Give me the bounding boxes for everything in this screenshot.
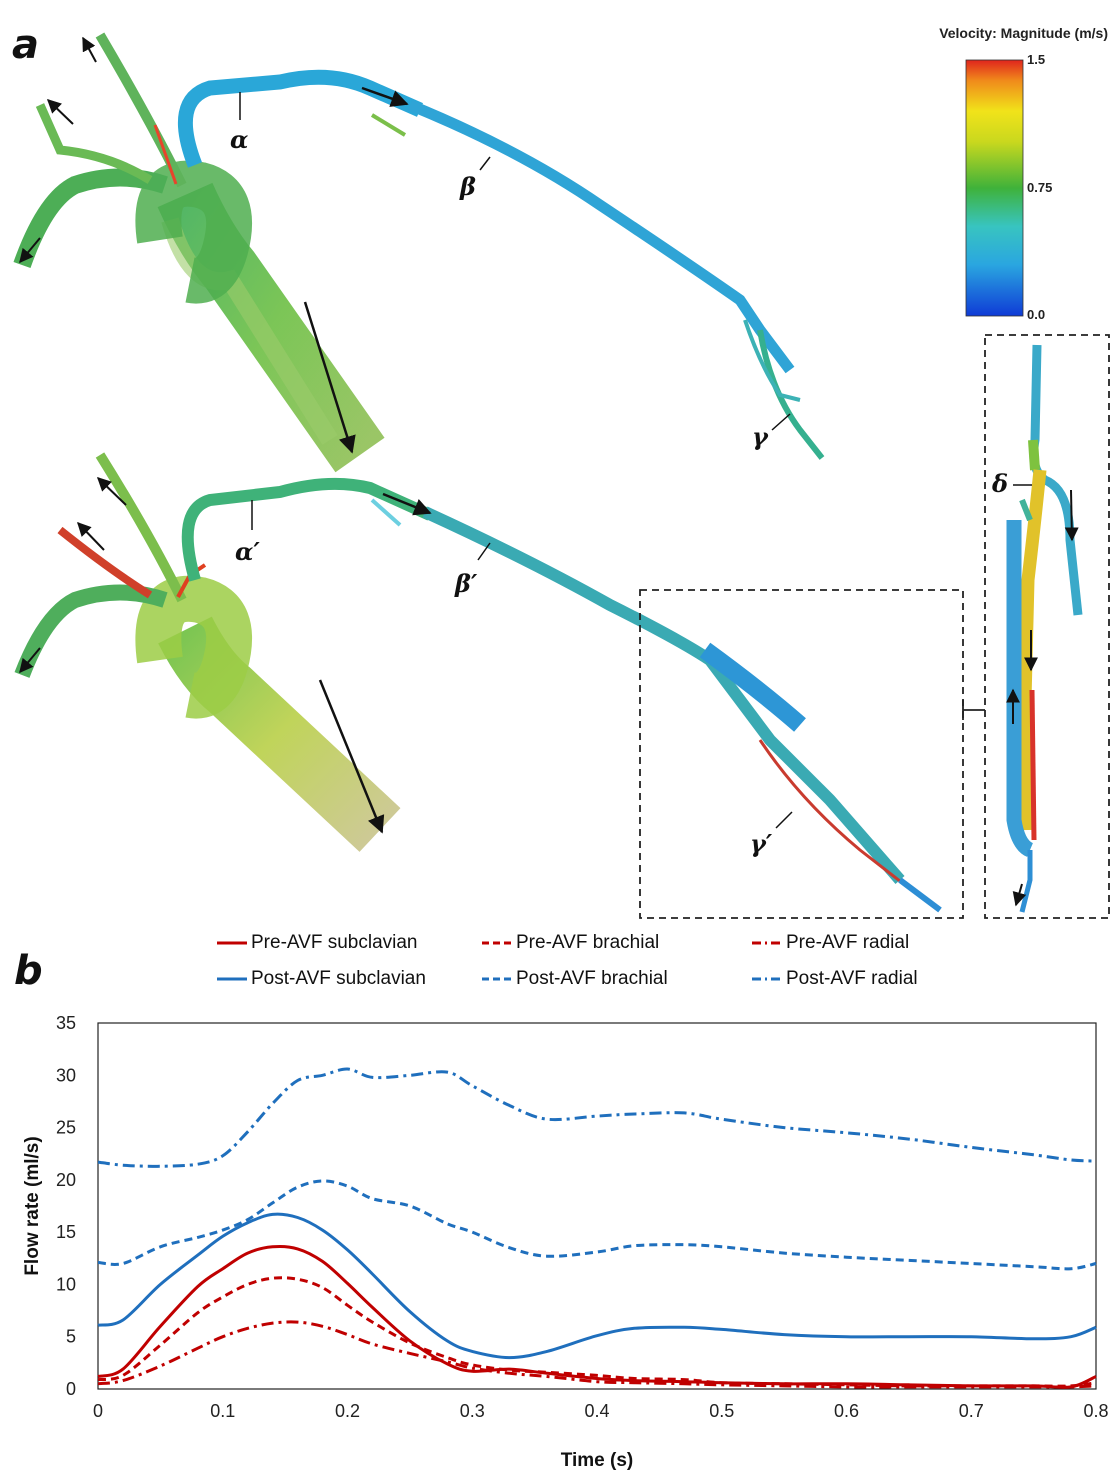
x-tick-label: 0.5 xyxy=(709,1401,734,1421)
y-tick-label: 10 xyxy=(56,1274,76,1294)
inset-arrow-4 xyxy=(1012,883,1027,907)
legend-label: Pre-AVF radial xyxy=(786,932,910,953)
legend-item-post-subclavian: Post-AVF subclavian xyxy=(215,968,426,990)
x-tick-label: 0.1 xyxy=(210,1401,235,1421)
x-tick-label: 0 xyxy=(93,1401,103,1421)
legend-swatch-dashdot xyxy=(752,941,782,945)
label-alpha: α xyxy=(230,125,248,154)
post-flow-arrow-left xyxy=(19,647,41,674)
y-tick-label: 20 xyxy=(56,1170,76,1190)
pre-flow-arrow-branch xyxy=(46,99,74,125)
x-tick-label: 0.2 xyxy=(335,1401,360,1421)
y-tick-label: 30 xyxy=(56,1065,76,1085)
legend-item-pre-brachial: Pre-AVF brachial xyxy=(480,932,659,954)
x-tick-label: 0.7 xyxy=(959,1401,984,1421)
pre-flow-arrow-subclavian xyxy=(361,86,409,107)
colorbar-mid-label: 0.75 xyxy=(1027,180,1052,195)
legend-swatch-dashed xyxy=(482,941,512,945)
y-tick-label: 5 xyxy=(66,1327,76,1347)
legend-label: Pre-AVF subclavian xyxy=(251,932,418,953)
x-tick-label: 0.3 xyxy=(460,1401,485,1421)
legend-swatch-solid xyxy=(217,941,247,945)
legend-swatch-dashdot xyxy=(752,977,782,981)
inset-arrow-1 xyxy=(1064,489,1079,542)
legend-label: Post-AVF subclavian xyxy=(251,968,426,989)
flow-rate-chart: 0 0.1 0.2 0.3 0.4 0.5 0.6 0.7 0.8 0 5 10 15 20 25 30 35… xyxy=(22,1013,1109,1471)
x-tick-label: 0.6 xyxy=(834,1401,859,1421)
label-beta-prime: β′ xyxy=(454,569,478,598)
colorbar xyxy=(965,59,1024,317)
x-axis-title: Time (s) xyxy=(561,1450,634,1471)
label-gamma-prime: γ′ xyxy=(750,829,773,858)
pre-flow-arrow-carotid xyxy=(82,36,97,63)
post-flow-arrow-subclavian xyxy=(382,492,432,516)
label-beta: β xyxy=(459,172,476,201)
legend-item-pre-radial: Pre-AVF radial xyxy=(750,932,909,954)
post-flow-arrow-branch xyxy=(77,521,105,551)
post-flow-arrow-carotid xyxy=(96,477,127,506)
post-avf-vessels xyxy=(14,452,942,913)
label-delta: δ xyxy=(991,469,1008,498)
colorbar-min-label: 0.0 xyxy=(1027,307,1045,322)
series-line-pre-avf-radial xyxy=(97,1320,1097,1389)
pre-flow-arrow-left xyxy=(19,237,41,264)
legend-swatch-dashed xyxy=(482,977,512,981)
plot-area xyxy=(97,1022,1097,1390)
zoom-region-box xyxy=(639,589,964,919)
y-tick-label: 25 xyxy=(56,1118,76,1138)
y-axis-title: Flow rate (ml/s) xyxy=(22,1136,43,1275)
y-tick-label: 15 xyxy=(56,1222,76,1242)
x-tick-label: 0.8 xyxy=(1083,1401,1108,1421)
legend-label: Post-AVF brachial xyxy=(516,968,668,989)
series-line-pre-avf-brachial xyxy=(97,1276,1097,1388)
legend-item-post-brachial: Post-AVF brachial xyxy=(480,968,668,990)
series-line-post-avf-radial xyxy=(97,1067,1097,1168)
legend-swatch-solid xyxy=(217,977,247,981)
pre-avf-vessels xyxy=(13,32,825,473)
series-line-post-avf-brachial xyxy=(97,1179,1097,1271)
x-tick-label: 0.4 xyxy=(584,1401,609,1421)
series-line-pre-avf-subclavian xyxy=(97,1244,1097,1389)
y-tick-label: 35 xyxy=(56,1013,76,1033)
post-flow-arrow-aorta xyxy=(318,679,385,834)
series-line-post-avf-subclavian xyxy=(97,1212,1097,1360)
chart-legend: Pre-AVF subclavian Pre-AVF brachial Pre-… xyxy=(215,932,975,1000)
panel-b-letter: b xyxy=(14,948,43,994)
y-tick-label: 0 xyxy=(66,1379,76,1399)
colorbar-max-label: 1.5 xyxy=(1027,52,1045,67)
legend-item-post-radial: Post-AVF radial xyxy=(750,968,918,990)
legend-label: Pre-AVF brachial xyxy=(516,932,660,953)
panel-a-letter: a xyxy=(12,22,39,68)
zoom-inset-vessels xyxy=(1006,344,1083,913)
pre-flow-arrow-aorta xyxy=(303,301,356,454)
streamline-visualization: Velocity: Magnitude (m/s) 1.5 0.75 0.0 α… xyxy=(13,25,1110,919)
label-alpha-prime: α′ xyxy=(235,537,260,566)
legend-item-pre-subclavian: Pre-AVF subclavian xyxy=(215,932,418,954)
colorbar-title: Velocity: Magnitude (m/s) xyxy=(939,25,1108,41)
zoom-inset-box xyxy=(984,334,1110,919)
label-gamma: γ xyxy=(752,422,769,451)
legend-label: Post-AVF radial xyxy=(786,968,918,989)
